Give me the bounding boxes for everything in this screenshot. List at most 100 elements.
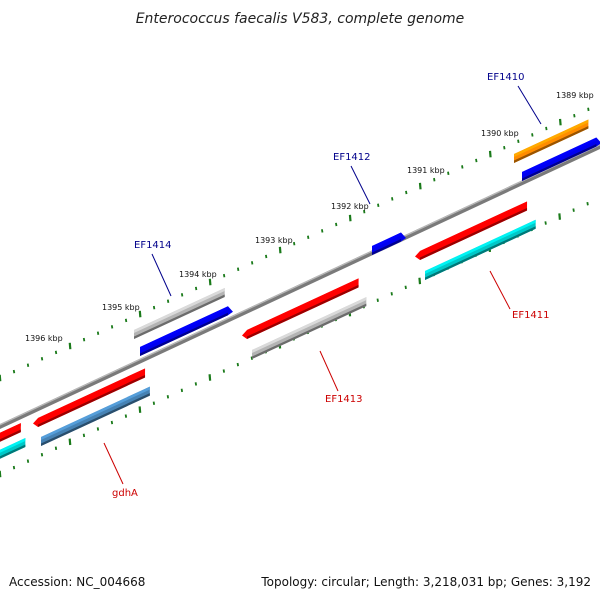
- feature-blue-ef1412: [372, 232, 407, 255]
- callout-line-ef1411: [489, 270, 511, 310]
- scale-label-1389: 1389 kbp: [556, 91, 594, 100]
- lower-tick: [390, 292, 393, 296]
- upper-tick: [110, 325, 114, 329]
- scale-label-1393: 1393 kbp: [255, 236, 293, 245]
- lower-tick: [40, 452, 44, 457]
- feature-cyan-ef1411: [425, 219, 536, 280]
- upper-tick: [278, 246, 282, 254]
- lower-tick: [544, 221, 547, 225]
- lower-tick: [250, 356, 253, 360]
- lower-tick: [404, 285, 407, 290]
- lower-tick: [68, 438, 72, 446]
- upper-tick: [54, 350, 58, 355]
- feature-red-upper: [415, 201, 528, 260]
- upper-tick: [293, 241, 296, 246]
- upper-tick: [377, 203, 380, 208]
- feature-red-left-edge: [0, 423, 21, 442]
- scale-label-1395: 1395 kbp: [102, 303, 140, 312]
- gene-label-gdha: gdhA: [112, 488, 138, 499]
- upper-tick: [461, 165, 464, 169]
- lower-tick: [96, 427, 100, 431]
- genome-summary-text: Topology: circular; Length: 3,218,031 bp…: [260, 575, 591, 589]
- feature-blue-ef1410: [522, 137, 600, 181]
- lower-tick: [82, 433, 86, 438]
- upper-tick: [208, 278, 212, 286]
- feature-cyan-left-edge: [0, 438, 26, 459]
- upper-tick: [68, 342, 72, 350]
- lower-tick: [572, 208, 575, 212]
- lower-tick: [194, 382, 198, 386]
- feature-red-ef1413-upper: [242, 278, 359, 339]
- lower-tick: [110, 420, 114, 425]
- lower-tick: [138, 406, 142, 413]
- lower-tick: [236, 362, 240, 367]
- upper-tick: [433, 177, 436, 182]
- lower-tick: [222, 369, 226, 373]
- upper-tick: [138, 310, 142, 318]
- lower-tick: [376, 298, 379, 302]
- upper-tick: [26, 363, 30, 367]
- upper-tick: [12, 369, 16, 374]
- upper-tick: [363, 209, 366, 214]
- callout-line-ef1410: [517, 85, 542, 125]
- lower-tick: [26, 459, 30, 463]
- upper-tick: [152, 305, 156, 310]
- lower-tick: [166, 395, 170, 399]
- scale-label-1391: 1391 kbp: [407, 166, 445, 175]
- upper-tick: [82, 337, 86, 342]
- upper-tick: [545, 126, 548, 131]
- feature-gray-ef1413: [252, 297, 367, 359]
- upper-tick: [222, 273, 226, 278]
- callout-line-gdha: [103, 442, 124, 485]
- feature-red-gdha: [33, 368, 146, 427]
- upper-tick: [124, 318, 128, 323]
- lower-tick: [180, 388, 184, 393]
- map-title: Enterococcus faecalis V583, complete gen…: [136, 11, 465, 27]
- upper-tick: [447, 171, 450, 176]
- upper-tick: [40, 357, 44, 361]
- scale-labels: 1389 kbp 1390 kbp 1391 kbp 1392 kbp 1393…: [25, 91, 594, 343]
- upper-tick: [236, 267, 240, 271]
- callout-line-ef1413: [319, 350, 339, 392]
- upper-tick: [531, 133, 534, 137]
- upper-tick: [321, 229, 324, 233]
- gene-labels: EF1410 EF1412 EF1414 EF1411 EF1413 gdhA: [112, 72, 550, 499]
- upper-tick: [573, 113, 576, 118]
- callout-lines: [103, 85, 542, 485]
- upper-tick: [307, 235, 310, 240]
- lower-tick: [54, 446, 58, 451]
- upper-tick: [335, 222, 338, 227]
- upper-tick: [558, 118, 562, 126]
- gene-features: [0, 119, 600, 459]
- gene-label-ef1412: EF1412: [333, 152, 371, 163]
- upper-tick: [517, 139, 520, 144]
- upper-tick: [488, 150, 492, 158]
- lower-tick: [418, 277, 422, 285]
- upper-tick: [166, 299, 170, 303]
- lower-tick: [12, 465, 16, 470]
- upper-tick: [405, 190, 408, 195]
- genome-backbone-highlight: [0, 144, 600, 426]
- feature-blue-ef1414: [140, 306, 233, 356]
- lower-tick: [558, 213, 561, 220]
- upper-tick: [194, 286, 198, 291]
- upper-tick: [475, 158, 478, 163]
- scale-label-1392: 1392 kbp: [331, 202, 369, 211]
- lower-tick: [586, 201, 589, 206]
- upper-tick: [587, 107, 590, 112]
- upper-tick: [96, 331, 100, 335]
- gene-label-ef1410: EF1410: [487, 72, 525, 83]
- upper-tick: [348, 214, 352, 222]
- callout-line-ef1414: [151, 253, 172, 297]
- callout-line-ef1412: [350, 165, 371, 205]
- upper-tick: [265, 254, 268, 259]
- upper-tick: [418, 182, 422, 190]
- scale-label-1390: 1390 kbp: [481, 129, 519, 138]
- accession-text: Accession: NC_004668: [9, 575, 145, 589]
- lower-tick: [152, 401, 156, 405]
- upper-tick: [503, 145, 506, 150]
- scale-label-1396: 1396 kbp: [25, 334, 63, 343]
- gene-label-ef1413: EF1413: [325, 394, 363, 405]
- feature-steel-gdha: [41, 386, 150, 446]
